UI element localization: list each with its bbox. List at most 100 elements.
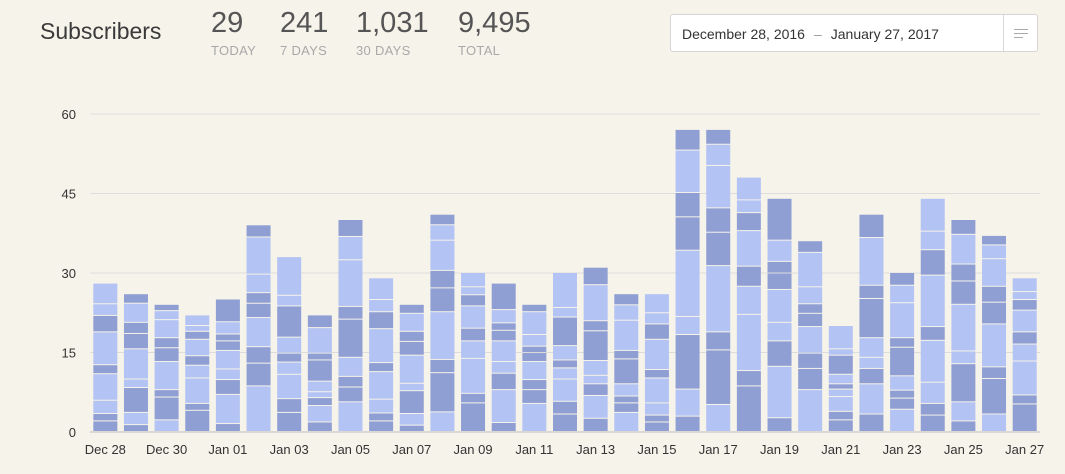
bar-segment (399, 341, 424, 355)
bar-segment (1012, 361, 1037, 395)
bar-segment (890, 347, 915, 376)
bar-segment (767, 366, 792, 418)
bar-segment (798, 313, 823, 327)
bar-segment (430, 214, 455, 225)
bar-segment (583, 331, 608, 360)
bar-segment (491, 323, 516, 330)
stat-today-label: TODAY (211, 43, 257, 58)
bar-segment (614, 305, 639, 320)
bar-segment (890, 285, 915, 303)
bar-segment (736, 231, 761, 266)
bar-segment (982, 324, 1007, 367)
bar-segment (675, 335, 700, 389)
bar-segment (644, 403, 669, 415)
bar-segment (215, 394, 240, 424)
bar-segment (307, 422, 332, 431)
bar-segment (123, 322, 148, 333)
bar-segment (982, 245, 1007, 259)
y-tick-label: 30 (62, 266, 76, 281)
bar-segment (307, 406, 332, 422)
bar-segment (491, 390, 516, 422)
stat-30-days-label: 30 DAYS (356, 43, 411, 58)
bar-segment (1012, 292, 1037, 300)
bar-segment (215, 380, 240, 394)
bar-segment (277, 257, 302, 295)
bar-segment (369, 329, 394, 363)
bar-segment (461, 403, 486, 431)
bar-segment (338, 357, 363, 376)
bar-segment (215, 350, 240, 369)
bar-segment (93, 332, 118, 365)
bar-segment (859, 414, 884, 431)
bar-segment (675, 192, 700, 217)
x-tick-label: Dec 28 (85, 442, 126, 457)
bar-segment (123, 303, 148, 322)
bar-segment (553, 307, 577, 317)
bar-segment (982, 286, 1007, 302)
bar-segment (399, 425, 424, 431)
bar-segment (798, 327, 823, 353)
bar-segment (461, 306, 486, 328)
bar-segment (828, 355, 853, 374)
bar-segment (767, 341, 792, 366)
bar-segment (614, 403, 639, 412)
bar-segment (1012, 344, 1037, 361)
bar-segment (982, 302, 1007, 324)
bar-segment (553, 360, 577, 368)
bar-segment (93, 374, 118, 400)
bar-segment (1012, 395, 1037, 404)
bar-segment (399, 355, 424, 383)
bar-segment (614, 359, 639, 384)
hamburger-menu-icon[interactable] (1003, 15, 1037, 51)
bar-segment (614, 294, 639, 305)
bar-segment (522, 346, 547, 353)
y-tick-label: 15 (62, 346, 76, 361)
bar-segment (185, 403, 210, 410)
bar-segment (798, 241, 823, 252)
date-range-picker[interactable]: December 28, 2016– January 27, 2017 (670, 14, 1038, 52)
bar-segment (185, 378, 210, 403)
bar-segment (369, 372, 394, 399)
bar-segment (154, 320, 179, 338)
bar-segment (920, 231, 945, 250)
bar-segment (522, 312, 547, 335)
bar-segment (123, 349, 148, 379)
bar-segment (1012, 310, 1037, 332)
bar-segment (706, 129, 731, 144)
date-range-text[interactable]: December 28, 2016– January 27, 2017 (682, 26, 939, 42)
bar-segment (522, 380, 547, 390)
bar-segment (644, 378, 669, 403)
bar-segment (828, 374, 853, 384)
bar-segment (920, 403, 945, 415)
bar-segment (890, 303, 915, 338)
bar-segment (614, 320, 639, 350)
bar-segment (338, 376, 363, 387)
bar-segment (951, 421, 976, 431)
bar-segment (828, 411, 853, 420)
x-tick-label: Jan 21 (821, 442, 860, 457)
bar-segment (951, 402, 976, 421)
bar-segment (522, 362, 547, 380)
bar-segment (1012, 300, 1037, 310)
bar-segment (399, 313, 424, 331)
bar-segment (154, 420, 179, 431)
bar-segment (491, 283, 516, 310)
bar-segment (859, 357, 884, 368)
bar-segment (215, 424, 240, 431)
bar-segment (614, 384, 639, 396)
bar-segment (246, 318, 271, 347)
bar-segment (675, 316, 700, 335)
bar-segment (369, 413, 394, 421)
stat-total: 9,495 TOTAL (458, 6, 531, 58)
bar-segment (430, 225, 455, 240)
bar-segment (246, 293, 271, 303)
bar-segment (828, 397, 853, 411)
bar-segment (706, 232, 731, 266)
bar-segment (123, 388, 148, 412)
bar-segment (644, 422, 669, 431)
bar-segment (461, 328, 486, 341)
bar-segment (491, 330, 516, 341)
bar-segment (277, 353, 302, 362)
bar-segment (583, 267, 608, 285)
